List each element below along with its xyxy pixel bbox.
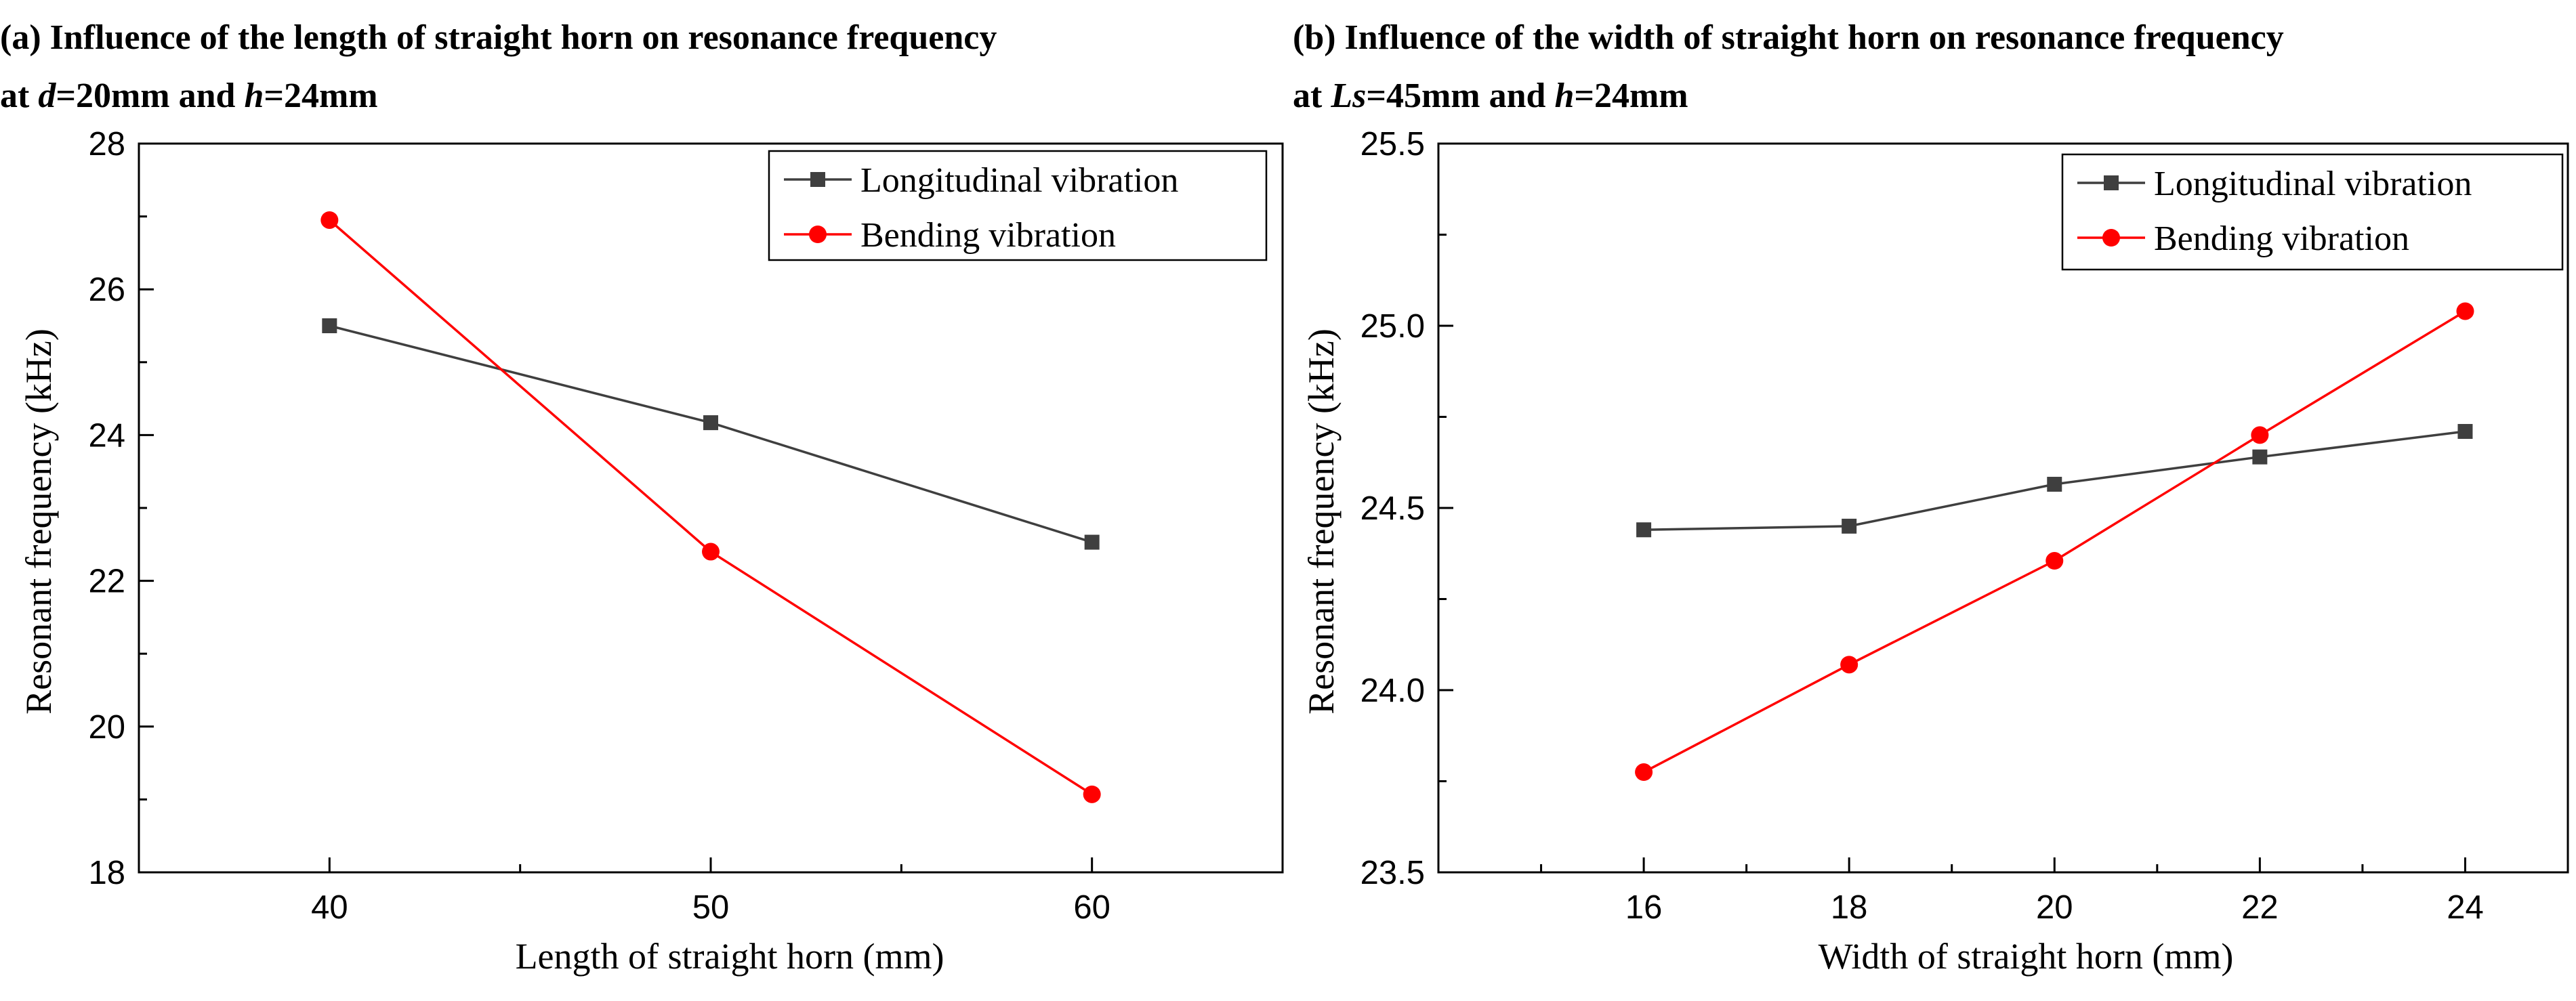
data-point-longitudinal	[1636, 522, 1652, 538]
y-tick-label: 28	[88, 126, 125, 163]
x-axis-label-a: Length of straight horn (mm)	[516, 936, 944, 977]
legend-marker	[809, 226, 827, 243]
x-tick-label: 18	[1831, 889, 1868, 926]
y-tick-label: 26	[88, 272, 125, 308]
chart-subtitle-b: at Ls=45mm and h=24mm	[1293, 77, 1688, 115]
data-point-longitudinal	[322, 318, 337, 333]
data-point-longitudinal	[703, 415, 718, 431]
x-tick-label: 20	[2036, 889, 2073, 926]
y-tick-label: 24	[88, 417, 125, 454]
data-point-bending	[1840, 656, 1858, 674]
y-tick-label: 23.5	[1360, 855, 1425, 891]
legend-box	[2061, 153, 2564, 271]
data-point-bending	[702, 542, 720, 561]
chart-title-a: (a) Influence of the length of straight …	[0, 18, 997, 57]
data-point-bending	[1083, 785, 1101, 803]
data-point-bending	[320, 211, 339, 229]
legend-box	[768, 150, 1268, 261]
legend-label: Longitudinal vibration	[860, 161, 1178, 200]
data-point-longitudinal	[2457, 424, 2473, 440]
data-point-bending	[2456, 302, 2474, 320]
x-tick-label: 40	[311, 889, 348, 926]
plot-area-b: 16 18 20 22 24 23.5 24.0 24.5 25.0 25.5 Longitudin…	[1360, 126, 2569, 926]
data-point-longitudinal	[2252, 449, 2268, 465]
y-tick-label: 22	[88, 563, 125, 600]
y-axis-label-a: Resonant frequency (kHz)	[18, 328, 59, 715]
panel-b: (b) Influence of the width of straight h…	[1293, 18, 2569, 977]
y-tick-label: 24.0	[1360, 673, 1425, 709]
plot-area-a: 40 50 60 18 20 22 24 26 28 Longitudinal vibration…	[88, 126, 1284, 926]
data-point-bending	[1635, 763, 1653, 782]
legend-label: Longitudinal vibration	[2154, 165, 2472, 203]
data-point-bending	[2045, 552, 2064, 570]
data-point-longitudinal	[2047, 477, 2062, 492]
data-point-longitudinal	[1084, 534, 1100, 550]
x-tick-label: 22	[2241, 889, 2279, 926]
x-axis-label-b: Width of straight horn (mm)	[1819, 936, 2234, 977]
chart-subtitle-a: at d=20mm and h=24mm	[0, 77, 378, 115]
x-tick-label: 24	[2447, 889, 2484, 926]
y-tick-label: 25.5	[1360, 126, 1425, 163]
legend-marker	[2102, 229, 2120, 247]
x-tick-label: 50	[692, 889, 730, 926]
legend-marker	[810, 172, 825, 187]
y-tick-label: 24.5	[1360, 490, 1425, 527]
y-axis-label-b: Resonant frequency (kHz)	[1301, 328, 1342, 715]
y-tick-label: 18	[88, 855, 125, 891]
x-tick-label: 16	[1625, 889, 1663, 926]
x-tick-label: 60	[1073, 889, 1110, 926]
legend-label: Bending vibration	[860, 216, 1116, 255]
legend-label: Bending vibration	[2154, 219, 2409, 258]
panel-a: (a) Influence of the length of straight …	[0, 18, 1284, 977]
data-point-longitudinal	[1842, 518, 1857, 534]
legend-b: Longitudinal vibration Bending vibration	[2061, 153, 2564, 271]
legend-a: Longitudinal vibration Bending vibration	[768, 150, 1268, 261]
chart-title-b: (b) Influence of the width of straight h…	[1293, 18, 2284, 57]
data-point-bending	[2251, 426, 2269, 444]
y-tick-label: 25.0	[1360, 308, 1425, 345]
legend-marker	[2104, 175, 2119, 190]
y-tick-label: 20	[88, 709, 125, 746]
series-line-longitudinal	[329, 324, 1093, 544]
series-line-bending	[1643, 310, 2466, 773]
